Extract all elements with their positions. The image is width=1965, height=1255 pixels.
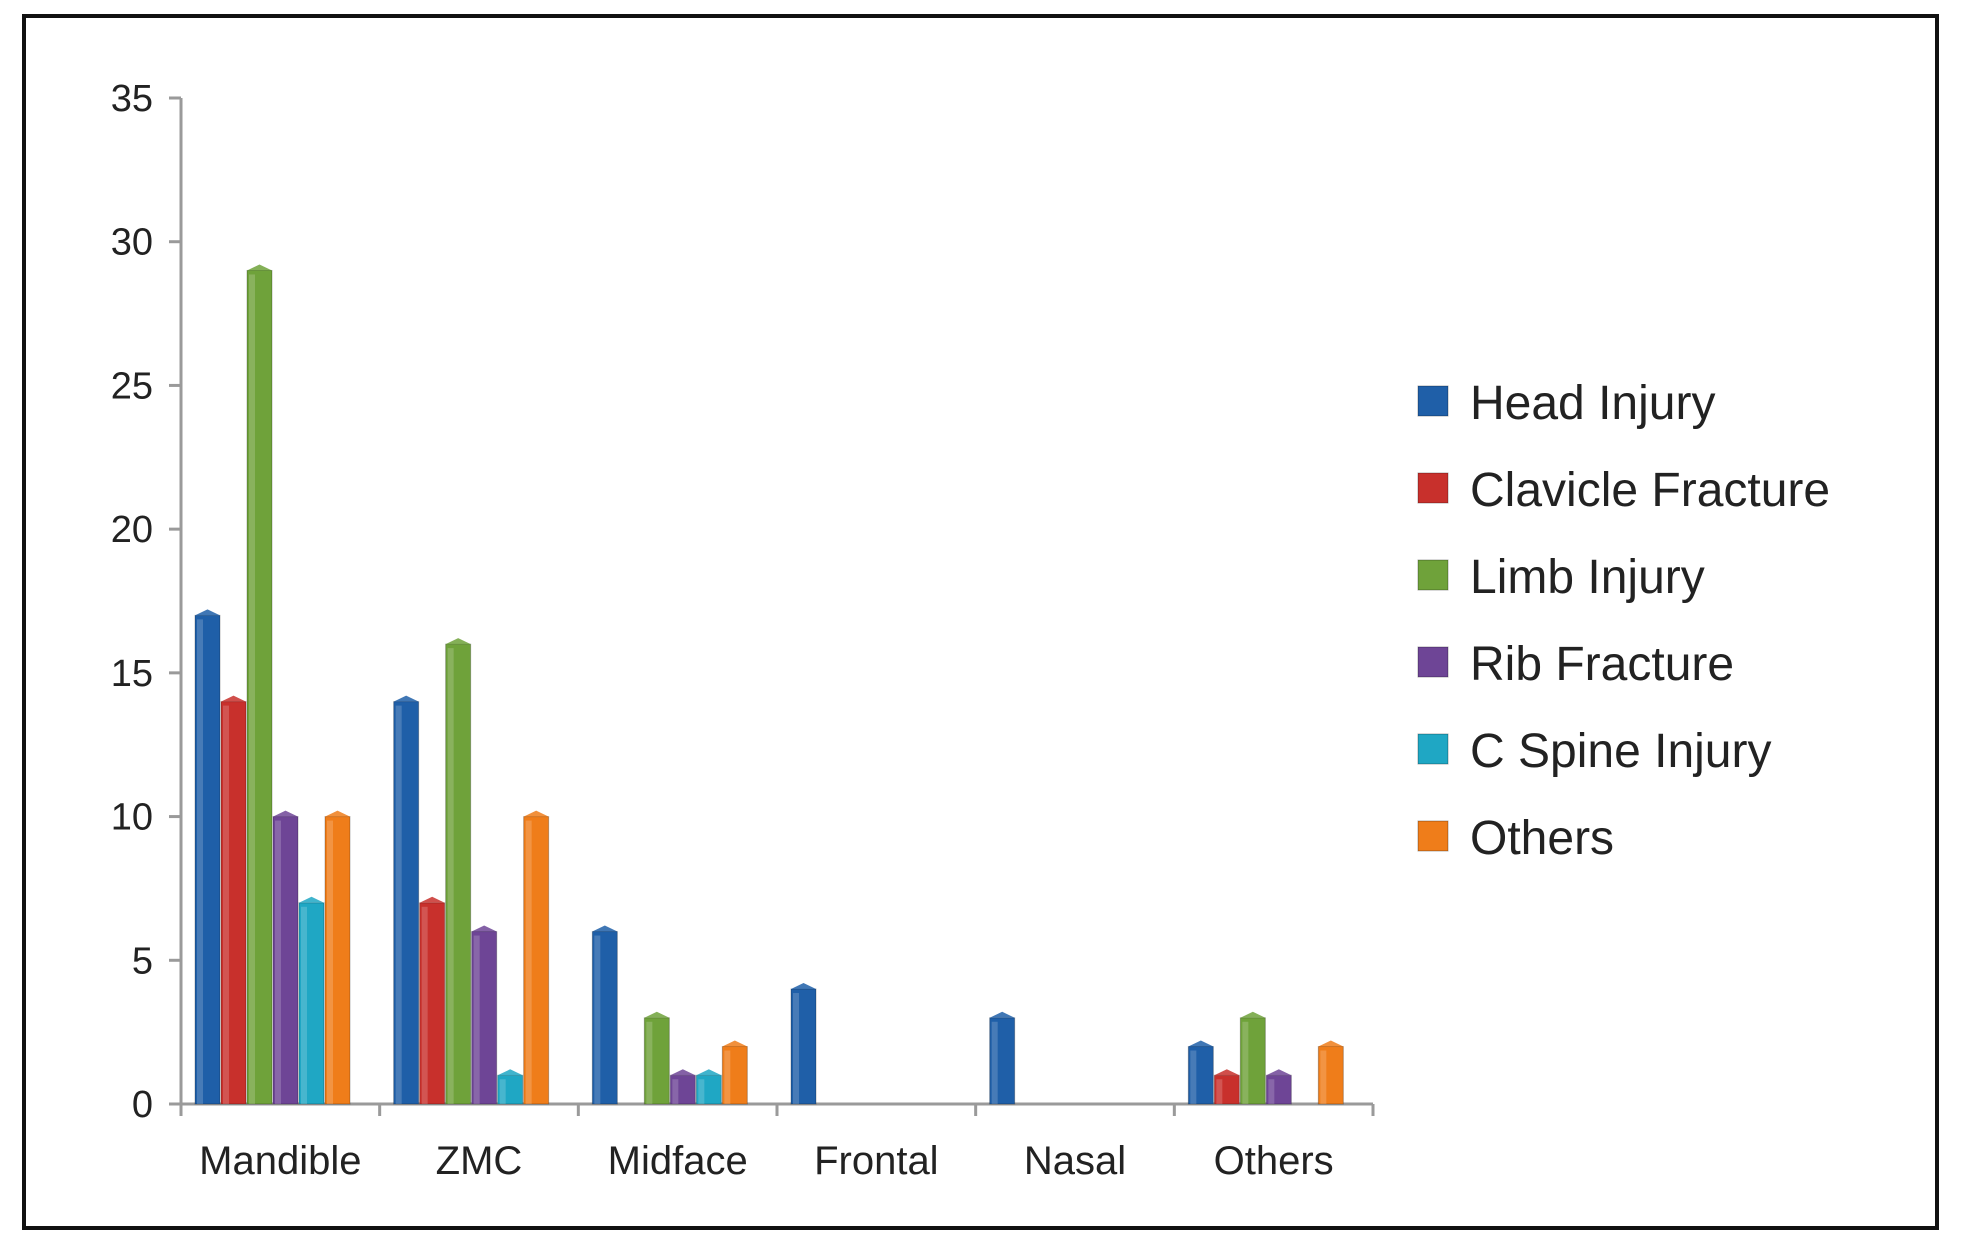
legend-swatch (1417, 646, 1449, 678)
bar-cap (195, 609, 220, 616)
chart-frame: 0 5 10 15 20 25 30 35 Mandible ZMC Midface Frontal N… (22, 14, 1939, 1230)
bar-chart: 0 5 10 15 20 25 30 35 Mandible ZMC Midface Frontal N… (111, 78, 1830, 1183)
bar (989, 1017, 1016, 1105)
bar-cap (722, 1040, 748, 1047)
legend-swatch (1417, 472, 1449, 504)
bar-highlight (473, 935, 480, 1104)
legend-swatch (1417, 733, 1449, 765)
bar-highlight (1190, 1050, 1197, 1104)
bar (246, 269, 273, 1105)
bar (445, 643, 472, 1105)
bar-highlight (447, 648, 454, 1104)
y-tick-label: 30 (111, 222, 153, 264)
bar-highlight (1320, 1050, 1327, 1104)
bar-highlight (499, 1079, 506, 1104)
bar-cap (325, 810, 350, 817)
bar (523, 816, 550, 1105)
bar (272, 816, 299, 1105)
x-category-label: ZMC (436, 1139, 523, 1183)
bar-cap (471, 925, 497, 932)
bar (220, 701, 247, 1105)
x-category-label: Others (1214, 1139, 1334, 1183)
bar (669, 1074, 696, 1105)
x-category-label: Mandible (199, 1139, 361, 1183)
axes: 0 5 10 15 20 25 30 35 Mandible ZMC Midface Frontal N… (111, 78, 1375, 1183)
bar-cap (696, 1069, 722, 1076)
bar-highlight (421, 906, 428, 1104)
bar (324, 816, 351, 1105)
legend-swatch (1417, 385, 1449, 417)
y-tick-label: 25 (111, 365, 153, 407)
bar-cap (523, 810, 549, 817)
bar (790, 988, 817, 1105)
bar-cap (247, 264, 272, 271)
bar-highlight (672, 1079, 679, 1104)
bar-highlight (724, 1050, 731, 1104)
bar-cap (592, 925, 618, 932)
bar (721, 1046, 748, 1105)
bar (471, 931, 498, 1105)
y-tick-label: 20 (111, 509, 153, 551)
legend-label: C Spine Injury (1470, 725, 1771, 778)
bar-highlight (249, 274, 255, 1104)
x-category-label: Midface (608, 1139, 748, 1183)
bar-cap (1266, 1069, 1292, 1076)
bars (194, 264, 1344, 1105)
bar-highlight (197, 619, 203, 1104)
bar-cap (393, 695, 419, 702)
y-tick-label: 10 (111, 797, 153, 839)
y-tick-label: 35 (111, 78, 153, 120)
bar-highlight (991, 1021, 998, 1104)
bar (591, 931, 618, 1105)
bar-highlight (301, 906, 307, 1104)
bar-cap (419, 896, 445, 903)
bar (497, 1074, 524, 1105)
legend-label: Others (1470, 812, 1614, 865)
bar-cap (1318, 1040, 1344, 1047)
bar (393, 701, 420, 1105)
bar-cap (445, 638, 471, 645)
bar-highlight (275, 820, 281, 1104)
legend-swatch (1417, 820, 1449, 852)
legend-swatch (1417, 559, 1449, 591)
bar-highlight (594, 935, 601, 1104)
bar-highlight (223, 705, 229, 1104)
x-category-label: Nasal (1024, 1139, 1126, 1183)
bar-cap (1240, 1011, 1266, 1018)
bar (419, 902, 446, 1105)
legend-label: Head Injury (1470, 377, 1715, 430)
bar-highlight (327, 820, 333, 1104)
bar-cap (273, 810, 298, 817)
bar-cap (497, 1069, 523, 1076)
x-category-label: Frontal (814, 1139, 939, 1183)
bar-cap (1214, 1069, 1240, 1076)
bar-highlight (793, 993, 799, 1104)
bar-highlight (1268, 1079, 1275, 1104)
bar-cap (221, 695, 246, 702)
bar-highlight (525, 820, 532, 1104)
bar-highlight (1216, 1079, 1223, 1104)
bar-cap (989, 1011, 1015, 1018)
y-tick-label: 5 (132, 940, 153, 982)
bar (1239, 1017, 1266, 1105)
bar-highlight (395, 705, 402, 1104)
y-tick-label: 15 (111, 653, 153, 695)
bar (1187, 1046, 1214, 1105)
y-tick-label: 0 (132, 1084, 153, 1126)
bar-cap (1188, 1040, 1214, 1047)
legend: Head Injury Clavicle Fracture Limb Injury R… (1417, 377, 1830, 865)
bar-highlight (1242, 1021, 1249, 1104)
bar-highlight (646, 1021, 653, 1104)
legend-label: Clavicle Fracture (1470, 464, 1830, 517)
bar-cap (791, 983, 816, 990)
bar-highlight (698, 1079, 705, 1104)
legend-label: Limb Injury (1470, 551, 1705, 604)
bar (643, 1017, 670, 1105)
bar-cap (670, 1069, 696, 1076)
bar-cap (299, 896, 324, 903)
legend-label: Rib Fracture (1470, 638, 1734, 691)
bar-cap (644, 1011, 670, 1018)
